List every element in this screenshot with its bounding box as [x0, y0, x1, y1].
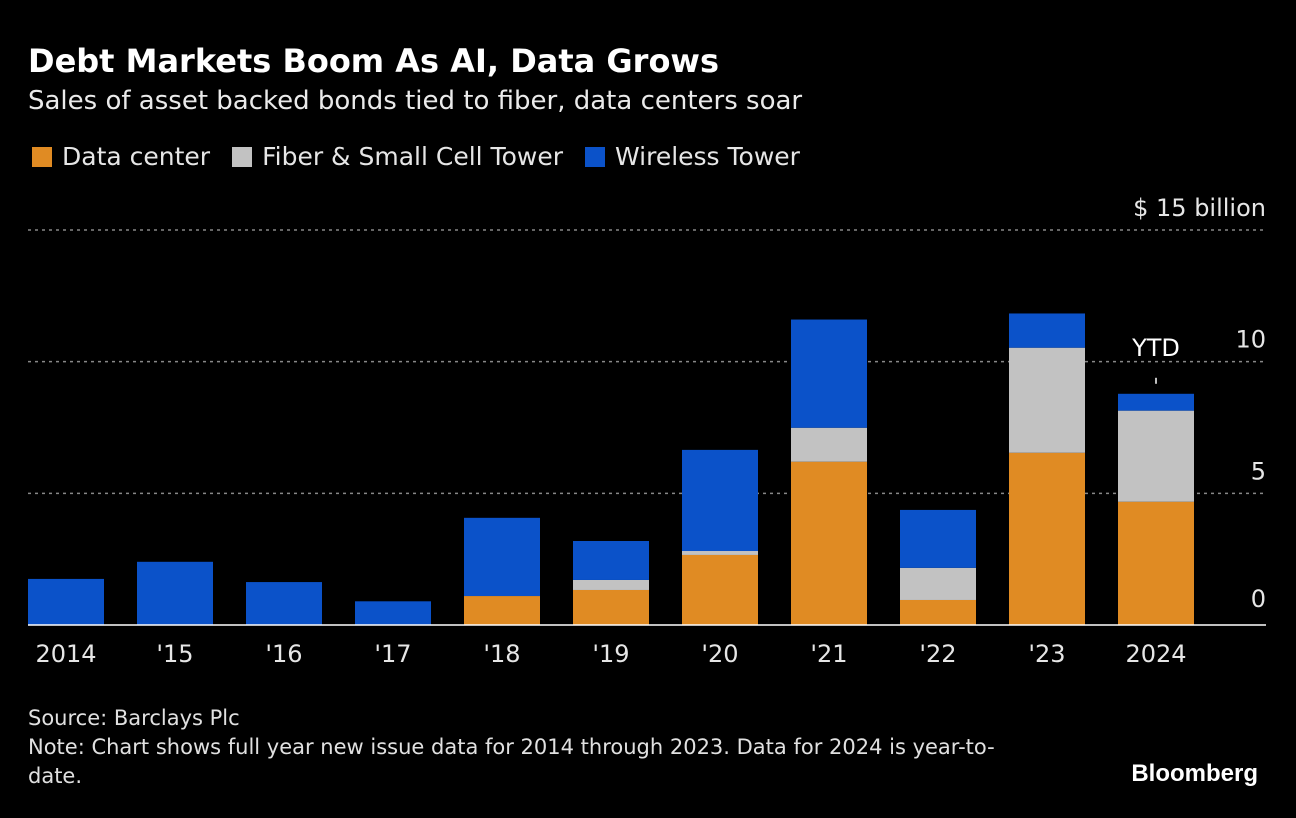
- legend-item: Wireless Tower: [584, 142, 800, 171]
- x-tick-label: '17: [374, 640, 411, 668]
- note-text: Note: Chart shows full year new issue da…: [28, 735, 995, 788]
- bar-segment: [1009, 313, 1085, 348]
- x-tick-label: '23: [1028, 640, 1065, 668]
- bar-segment: [900, 599, 976, 625]
- bar-segment: [573, 589, 649, 625]
- y-tick-label: 0: [1251, 585, 1266, 613]
- stacked-bar-chart: $ 15 billion 10 5 0 2014 '15 '16 '17 '18 '19 '20 '2…: [28, 194, 1266, 668]
- chart-title: Debt Markets Boom As AI, Data Grows: [28, 42, 720, 80]
- legend-item: Fiber & Small Cell Tower: [232, 142, 563, 171]
- legend-swatch: [232, 146, 253, 167]
- bar-segment: [246, 582, 322, 625]
- bar-segment: [682, 554, 758, 625]
- source-text: Source: Barclays Plc: [28, 706, 240, 730]
- chart-subtitle: Sales of asset backed bonds tied to fibe…: [28, 86, 803, 116]
- x-tick-label: '15: [156, 640, 193, 668]
- bar-segment: [682, 449, 758, 552]
- bar-segment: [1118, 393, 1194, 411]
- bar-segment: [355, 601, 431, 625]
- bar-segment: [1118, 501, 1194, 625]
- legend: Data center Fiber & Small Cell Tower Wirel…: [32, 142, 800, 171]
- bar-segment: [573, 579, 649, 590]
- x-tick-label: '20: [701, 640, 738, 668]
- y-tick-label: $ 15 billion: [1133, 194, 1266, 222]
- annotation-label: YTD: [1131, 334, 1180, 362]
- x-tick-label: '21: [810, 640, 847, 668]
- bar-segment: [682, 551, 758, 555]
- bar-segment: [573, 540, 649, 580]
- legend-label: Data center: [62, 142, 211, 171]
- legend-label: Fiber & Small Cell Tower: [262, 142, 563, 171]
- x-tick-label: '22: [919, 640, 956, 668]
- bar-segment: [791, 319, 867, 428]
- y-tick-label: 5: [1251, 457, 1266, 485]
- x-tick-label: 2014: [35, 640, 96, 668]
- bar-segment: [1009, 452, 1085, 625]
- bar-segment: [1009, 347, 1085, 453]
- legend-swatch: [584, 146, 605, 167]
- x-tick-label: '18: [483, 640, 520, 668]
- x-tick-label: '16: [265, 640, 302, 668]
- bar-segment: [464, 596, 540, 625]
- x-tick-label: '19: [592, 640, 629, 668]
- bar-segment: [464, 517, 540, 597]
- bar-segment: [1118, 410, 1194, 502]
- y-tick-label: 10: [1235, 326, 1266, 354]
- legend-label: Wireless Tower: [614, 142, 800, 171]
- bar-segment: [791, 427, 867, 462]
- bar-segment: [900, 509, 976, 568]
- legend-swatch: [32, 146, 52, 167]
- bar-segment: [791, 461, 867, 625]
- footer-text: Source: Barclays Plc Note: Chart shows f…: [28, 704, 1038, 791]
- legend-item: Data center: [32, 142, 210, 171]
- bar-segment: [137, 561, 213, 625]
- x-tick-label: 2024: [1125, 640, 1186, 668]
- bar-segment: [900, 567, 976, 600]
- bloomberg-logo: Bloomberg: [1131, 760, 1258, 787]
- bar-segment: [28, 578, 104, 625]
